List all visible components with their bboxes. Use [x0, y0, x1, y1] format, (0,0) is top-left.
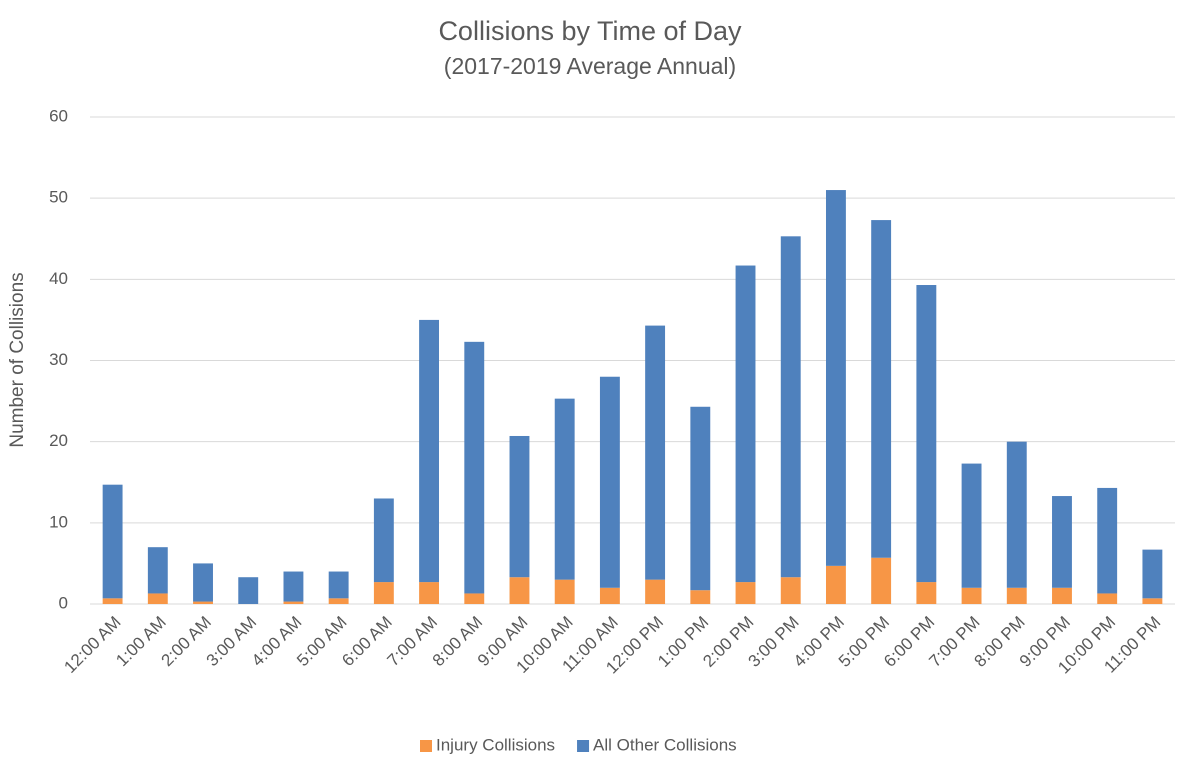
bar-segment: [961, 587, 982, 604]
bar-segment: [509, 577, 530, 604]
y-tick-label: 20: [49, 431, 68, 450]
bar-segment: [102, 484, 123, 599]
bar-segment: [780, 577, 801, 604]
bar-segment: [735, 582, 756, 604]
y-axis-label: Number of Collisions: [7, 272, 28, 447]
legend-label: All Other Collisions: [593, 735, 737, 754]
y-tick-label: 30: [49, 350, 68, 369]
legend-swatch: [420, 740, 432, 752]
bar-segment: [1142, 598, 1163, 604]
bar-segment: [599, 376, 620, 588]
bar-segment: [554, 579, 575, 604]
bar-segment: [825, 565, 846, 604]
bar-segment: [1052, 496, 1072, 588]
chart-subtitle: (2017-2019 Average Annual): [444, 53, 736, 79]
bar-segment: [1097, 487, 1118, 594]
bar-segment: [464, 341, 485, 594]
bar-segment: [328, 598, 349, 604]
bar-segment: [554, 398, 575, 580]
bar-segment: [1006, 441, 1027, 588]
bar-segment: [328, 571, 349, 599]
bar-segment: [645, 325, 666, 580]
bar-segment: [193, 601, 213, 604]
chart-title: Collisions by Time of Day: [438, 16, 742, 46]
bar-segment: [690, 590, 711, 604]
bar-segment: [419, 319, 440, 583]
legend-swatch: [577, 740, 590, 752]
bar-segment: [1097, 593, 1118, 604]
bar-segment: [373, 498, 394, 583]
bar-segment: [509, 435, 530, 578]
bar-segment: [871, 557, 892, 604]
y-tick-label: 40: [49, 269, 68, 288]
bar-segment: [193, 563, 213, 602]
bar-segment: [283, 571, 304, 602]
bar-segment: [147, 547, 168, 594]
bar-segment: [599, 587, 620, 604]
bar-segment: [690, 406, 711, 591]
bar-segment: [102, 598, 123, 604]
bar-segment: [645, 579, 666, 604]
bar-segment: [825, 190, 846, 566]
bar-segment: [419, 582, 440, 604]
y-tick-label: 0: [59, 593, 68, 612]
bar-segment: [147, 593, 168, 604]
y-tick-label: 60: [49, 106, 68, 125]
bar-segment: [871, 220, 892, 558]
bar-segment: [1052, 587, 1072, 604]
x-tick-label: 12:00 AM: [60, 613, 124, 677]
bar-segment: [464, 593, 485, 604]
bar-segment: [283, 601, 304, 604]
bar-segment: [238, 577, 259, 604]
bar-segment: [1142, 549, 1163, 599]
bar-segment: [961, 463, 982, 588]
bar-segment: [1006, 587, 1027, 604]
bar-segment: [780, 236, 801, 578]
bar-segment: [373, 582, 394, 604]
legend-label: Injury Collisions: [436, 735, 555, 754]
bar-segment: [916, 582, 937, 604]
y-tick-label: 50: [49, 188, 68, 207]
bar-segment: [916, 285, 937, 583]
y-tick-label: 10: [49, 512, 68, 531]
bar-segment: [735, 265, 756, 583]
